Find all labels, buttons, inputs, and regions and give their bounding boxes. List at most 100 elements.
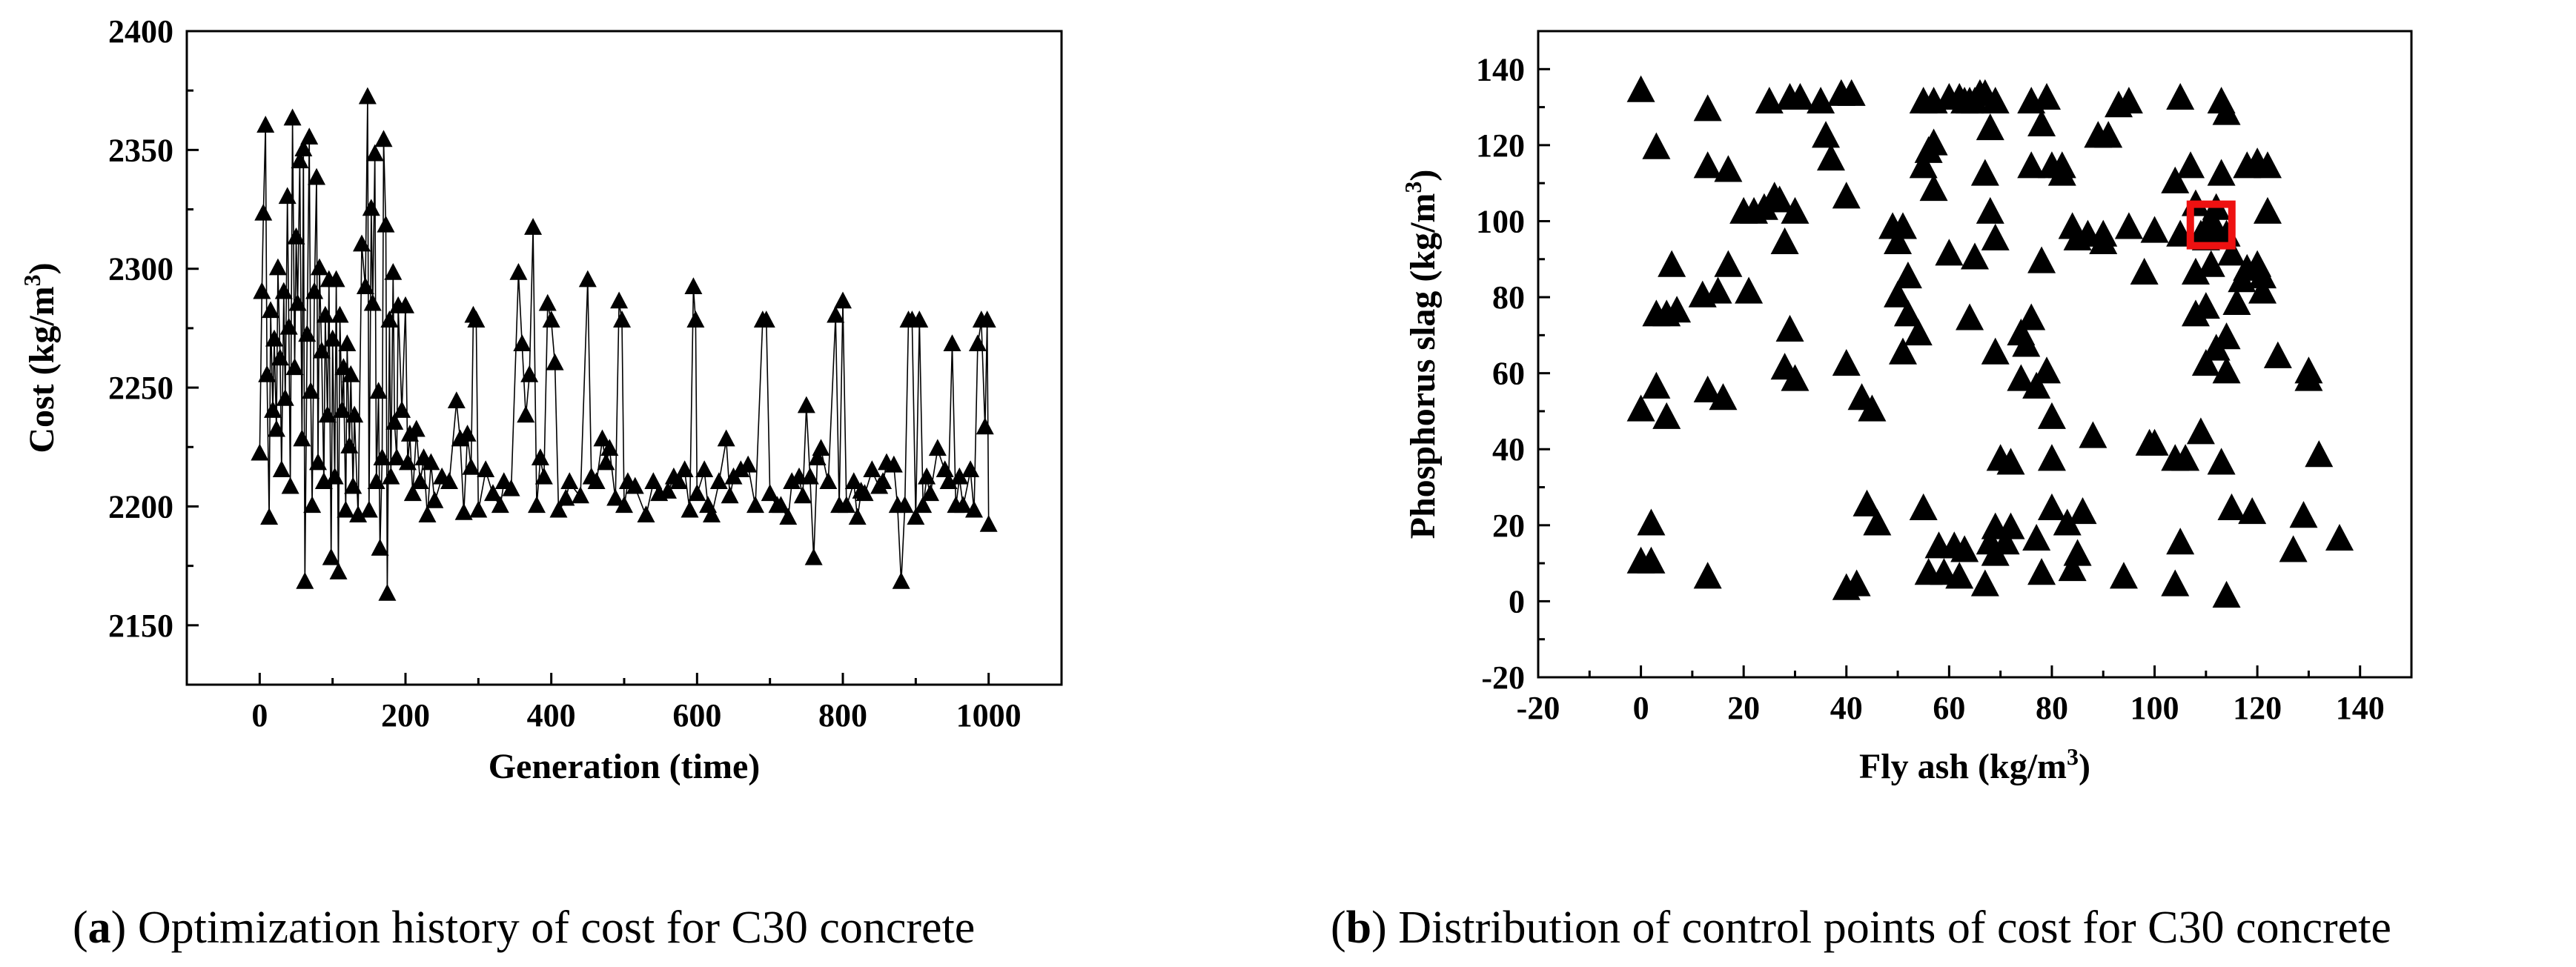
panel-a-data-point [491,496,509,514]
panel-b-x-tick-label: 40 [1830,690,1863,726]
panel-a-data-point [363,293,382,311]
panel-b-data-point [1807,87,1835,114]
panel-a-data-point [322,548,340,565]
panel-a-data-point [884,455,903,473]
panel-b-data-point [1863,508,1892,536]
panel-b-data-point [1884,280,1913,308]
panel-b-data-point [1970,569,1999,597]
panel-a-data-point [373,448,391,465]
panel-b-data-point [2253,151,2282,179]
panel-b-data-point [1735,276,1764,304]
panel-b-x-tick-label: 0 [1633,690,1649,726]
panel-a-data-point [426,491,444,508]
panel-a-data-point [695,460,714,478]
panel-a-data-point [384,263,403,280]
panel-b-data-point [2089,227,2118,254]
panel-b-data-point [2181,257,2210,285]
panel-a-data-point [855,484,874,502]
panel-a-data-point [331,305,349,323]
panel-b-data-point [2176,151,2205,179]
panel-a-data-point [659,482,677,499]
panel-a-data-point [477,460,495,478]
panel-a-data-point [531,448,549,465]
panel-a-data-point [968,334,987,352]
panel-a-data-point [681,500,699,518]
panel-b-data-point [1693,375,1722,403]
panel-a-x-axis-title: Generation (time) [489,747,761,786]
panel-b-data-point [2294,364,2323,391]
panel-a-data-point [593,429,612,447]
panel-a-y-tick-label: 2400 [108,13,173,50]
panel-b-data-point [1996,448,2025,475]
panel-a-data-point [397,296,414,313]
panel-a-y-tick-label: 2350 [108,132,173,168]
panel-b-data-point [2114,212,2143,239]
panel-b-axes: -20 0 20 40 60 80 100 120 140 -20 0 20 40 60 80 100 120 1… [1476,51,2385,726]
panel-a-data-point [943,334,961,352]
panel-b-data-point [2222,288,2251,316]
panel-a-axes: 0 200 400 600 800 1000 2150 2200 2250 2300 2350 240… [108,13,1063,734]
panel-a-data-point [502,479,520,496]
panel-b-data-point [1893,262,1922,289]
panel-a-data-point [411,472,429,490]
panel-a-data-point [303,496,322,514]
panel-b-data-point [2217,239,2246,266]
panel-b-data-point [1919,174,1948,202]
panel-b-data-point [2140,216,2169,243]
panel-b-data-point [2022,371,2051,399]
panel-a-data-point [422,453,440,471]
panel-b-data-point [1781,364,1810,391]
panel-a-data-point [454,502,473,520]
panel-a-data-point [288,293,307,311]
panel-b-x-tick-label: 100 [2130,690,2179,726]
panel-a-data-point [296,571,314,589]
panel-b-data-point [1812,121,1841,148]
panel-a-data-point [418,505,437,522]
panel-b-data-point [2161,166,2190,193]
panel-a-data-point [965,500,983,518]
panel-a-data-point [371,539,389,556]
panel-b-data-point [1981,87,2010,114]
panel-a-y-tick-label: 2200 [108,488,173,525]
panel-a-caption: (a) Optimization history of cost for C30… [73,903,975,953]
panel-b-x-tick-label: 80 [2036,690,2068,726]
panel-a-x-tick-label: 0 [251,697,268,734]
panel-a-data-point [276,388,294,406]
panel-a-data-point [365,144,384,162]
panel-b-data-point [2186,417,2215,445]
panel-b-data-point [2212,98,2241,125]
panel-a-data-point [587,472,606,490]
panel-a-data-point [572,486,589,504]
panel-a-data-point [808,448,827,465]
panel-b-data-point [2212,322,2241,350]
panel-b-data-point [2212,356,2241,384]
panel-a-x-tick-label: 400 [527,697,576,734]
panel-a-data-point [936,460,954,478]
panel-a-data-point [513,334,532,352]
panel-b-data-point [2037,493,2066,521]
panel-b-data-point [1961,242,1989,270]
panel-a-data-point [709,472,728,490]
panel-b-data-point [2047,151,2076,179]
panel-a-data-point [976,417,994,435]
panel-b-data-point [2022,523,2051,551]
panel-a-data-point [739,455,758,473]
panel-b-data-point [2017,151,2046,179]
panel-b-x-axis-title: Fly ash (kg/m3) [1859,743,2090,786]
panel-a-data-point [637,505,655,522]
panel-a-data-point [344,476,362,494]
panel-a-data-point [378,583,397,601]
panel-a-data-point [293,429,311,447]
panel-a-data-point [644,472,663,490]
panel-b-data-point [1950,535,1979,562]
panel-b-y-tick-label: 40 [1492,431,1525,468]
panel-a-data-point [874,472,893,490]
panel-b-data-point [1663,296,1692,323]
panel-b-data-point [2027,109,2056,136]
panel-a-data-point [388,448,406,465]
panel-a-data-point [462,458,480,475]
panel-b-data-point [2109,562,2138,589]
panel-b-data-point [2263,341,2292,368]
panel-a-data-point [517,405,535,423]
panel-b-data-point [2033,356,2062,384]
